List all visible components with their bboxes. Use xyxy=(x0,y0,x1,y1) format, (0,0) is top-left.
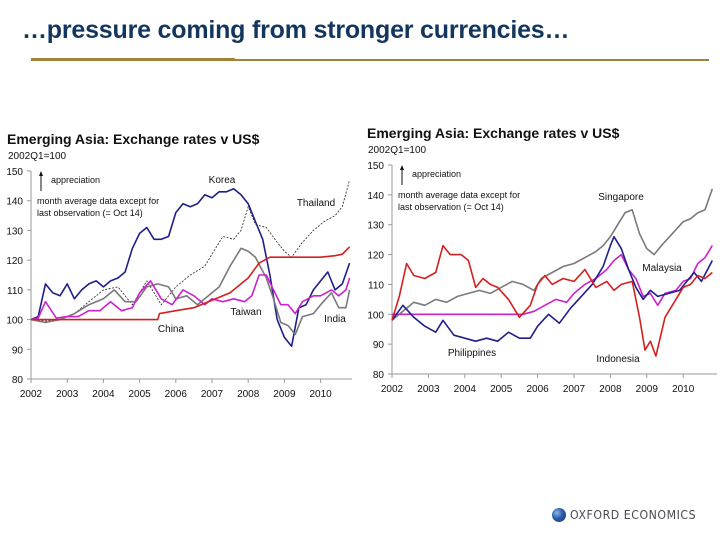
y-tick-label: 110 xyxy=(7,286,23,297)
y-tick-label: 150 xyxy=(6,167,23,178)
series-label-taiwan: Taiwan xyxy=(230,307,261,318)
note-line-1: month average data except for xyxy=(398,190,520,200)
arrow-head-icon xyxy=(39,171,43,176)
series-label-singapore: Singapore xyxy=(598,192,644,203)
y-tick-label: 140 xyxy=(6,197,23,208)
series-line-thailand xyxy=(30,179,350,322)
y-tick-label: 90 xyxy=(373,340,385,351)
logo-text: OXFORD ECONOMICS xyxy=(570,507,697,522)
x-tick-label: 2008 xyxy=(237,389,260,400)
y-tick-label: 120 xyxy=(367,251,384,262)
y-tick-label: 80 xyxy=(12,375,24,386)
series-label-malaysia: Malaysia xyxy=(642,263,682,274)
title-underline-thin xyxy=(235,59,709,61)
appreciation-label: appreciation xyxy=(412,169,461,179)
y-tick-label: 90 xyxy=(12,345,24,356)
x-tick-label: 2007 xyxy=(563,384,586,395)
note-line-2: last observation (= Oct 14) xyxy=(398,202,504,212)
oxford-economics-logo: OXFORD ECONOMICS xyxy=(552,507,713,522)
x-tick-label: 2002 xyxy=(20,389,43,400)
y-tick-label: 140 xyxy=(367,191,384,202)
slide-title: …pressure coming from stronger currencie… xyxy=(22,16,570,44)
x-tick-label: 2003 xyxy=(417,384,440,395)
title-underline-thick xyxy=(31,58,235,61)
y-tick-label: 130 xyxy=(6,226,23,237)
chart-subtitle: 2002Q1=100 xyxy=(368,145,427,156)
y-tick-label: 80 xyxy=(373,370,385,381)
y-tick-label: 150 xyxy=(367,161,384,172)
x-tick-label: 2006 xyxy=(165,389,188,400)
x-tick-label: 2004 xyxy=(92,389,115,400)
appreciation-label: appreciation xyxy=(51,175,100,185)
series-line-philippines xyxy=(391,235,714,343)
series-line-china xyxy=(31,246,351,321)
x-tick-label: 2005 xyxy=(490,384,513,395)
y-tick-label: 100 xyxy=(367,310,384,321)
note-line-1: month average data except for xyxy=(37,196,159,206)
note-line-2: last observation (= Oct 14) xyxy=(37,208,143,218)
series-label-china: China xyxy=(158,324,185,335)
chart-title: Emerging Asia: Exchange rates v US$ xyxy=(367,125,620,141)
x-tick-label: 2007 xyxy=(201,389,224,400)
x-tick-label: 2010 xyxy=(672,384,695,395)
x-tick-label: 2008 xyxy=(599,384,622,395)
series-label-indonesia: Indonesia xyxy=(596,354,640,365)
series-label-philippines: Philippines xyxy=(448,348,496,359)
series-label-thailand: Thailand xyxy=(297,198,335,209)
x-tick-label: 2005 xyxy=(128,389,151,400)
arrow-head-icon xyxy=(400,165,404,170)
x-tick-label: 2009 xyxy=(636,384,659,395)
y-tick-label: 110 xyxy=(368,280,384,291)
y-tick-label: 100 xyxy=(6,316,23,327)
globe-icon xyxy=(552,507,566,522)
x-tick-label: 2009 xyxy=(273,389,296,400)
series-label-india: India xyxy=(324,314,346,325)
y-tick-label: 120 xyxy=(6,256,23,267)
x-tick-label: 2002 xyxy=(381,384,404,395)
x-tick-label: 2010 xyxy=(309,389,332,400)
x-tick-label: 2003 xyxy=(56,389,79,400)
chart-subtitle: 2002Q1=100 xyxy=(8,151,67,162)
series-label-korea: Korea xyxy=(209,175,236,186)
y-tick-label: 130 xyxy=(367,221,384,232)
chart-title: Emerging Asia: Exchange rates v US$ xyxy=(7,131,260,147)
x-tick-label: 2006 xyxy=(526,384,549,395)
x-tick-label: 2004 xyxy=(454,384,477,395)
